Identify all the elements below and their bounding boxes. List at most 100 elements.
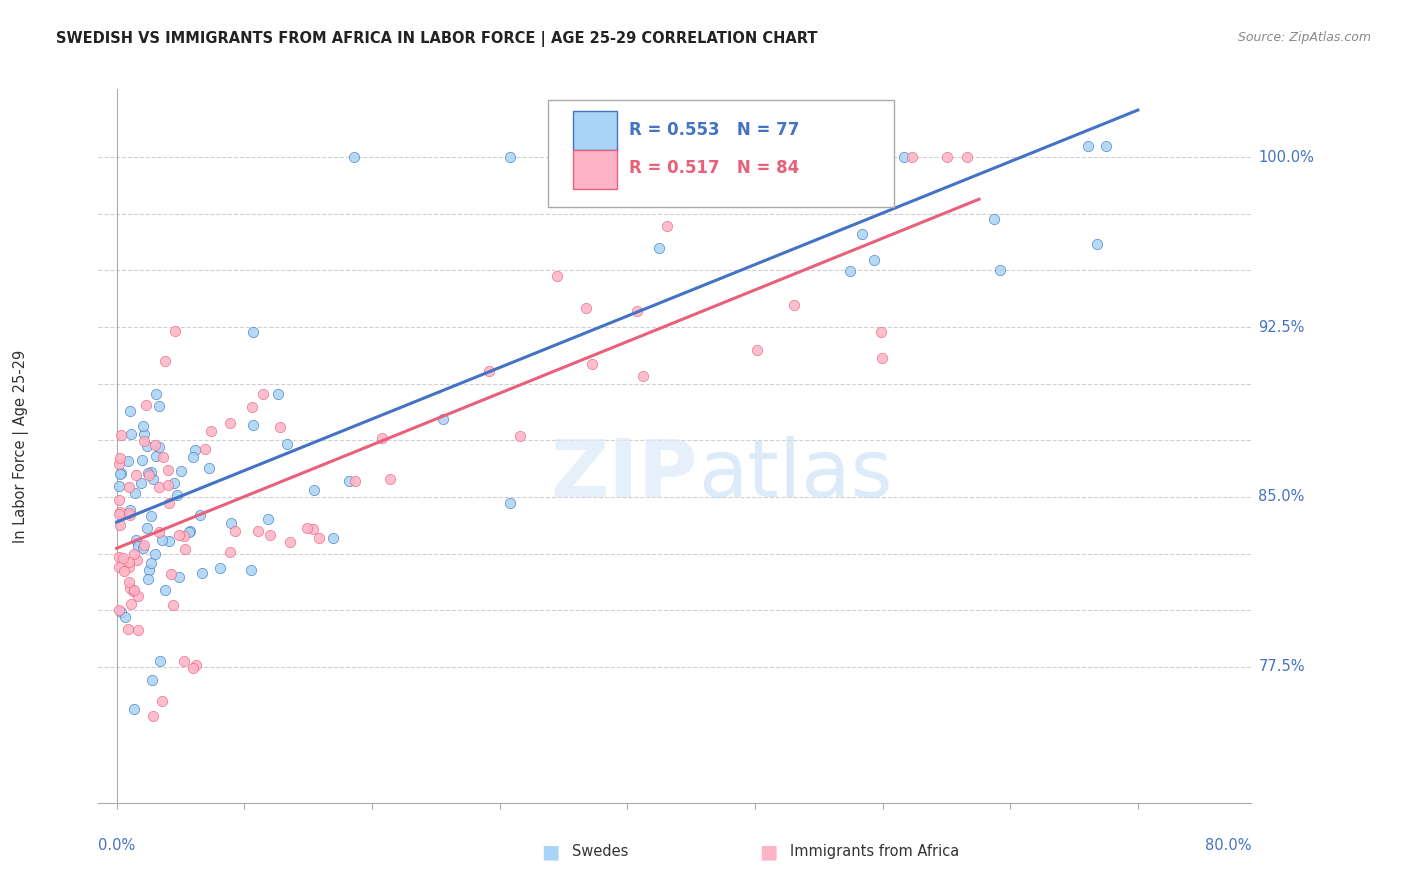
Point (308, 531, 330, 545)
Point (125, 553, 148, 567)
Point (127, 623, 149, 637)
Point (120, 403, 142, 417)
Point (581, 357, 603, 371)
Point (163, 476, 186, 491)
Point (276, 437, 298, 451)
Point (1095, 138, 1118, 153)
Point (936, 150, 959, 164)
Point (132, 419, 155, 434)
Point (257, 511, 280, 525)
Point (114, 610, 136, 624)
Point (983, 211, 1005, 226)
Point (139, 508, 162, 523)
Point (141, 557, 163, 571)
Point (546, 268, 568, 283)
Point (337, 474, 360, 488)
Point (132, 427, 155, 442)
Point (269, 419, 291, 434)
Point (295, 521, 318, 535)
Point (659, 150, 682, 164)
Point (108, 550, 131, 565)
Point (145, 450, 167, 464)
Point (118, 560, 141, 574)
Point (184, 658, 207, 673)
Point (142, 472, 165, 486)
Point (118, 581, 141, 595)
Point (141, 673, 163, 688)
Point (184, 443, 207, 458)
Text: 0.0%: 0.0% (98, 838, 135, 854)
Point (108, 603, 131, 617)
Point (120, 597, 142, 611)
Point (108, 507, 131, 521)
Point (575, 301, 598, 316)
Point (124, 547, 146, 561)
Point (118, 480, 141, 494)
Point (783, 298, 806, 312)
Point (242, 417, 264, 432)
Point (110, 467, 132, 482)
Point (110, 605, 132, 619)
Point (159, 566, 181, 581)
Text: R = 0.553   N = 77: R = 0.553 N = 77 (628, 121, 799, 139)
Point (149, 654, 172, 668)
Point (956, 150, 979, 164)
Point (132, 541, 155, 555)
Point (170, 464, 193, 478)
Point (188, 508, 211, 522)
Point (302, 483, 325, 497)
Point (135, 521, 157, 535)
Text: 77.5%: 77.5% (1258, 659, 1305, 674)
Point (163, 324, 186, 338)
Bar (574, 150, 617, 189)
Point (148, 440, 170, 454)
Point (267, 387, 290, 401)
Text: In Labor Force | Age 25-29: In Labor Force | Age 25-29 (13, 350, 30, 542)
Point (138, 467, 160, 482)
Point (108, 560, 131, 574)
Point (219, 545, 242, 559)
Text: 80.0%: 80.0% (1205, 838, 1251, 854)
Point (655, 219, 678, 233)
Text: ■: ■ (759, 842, 778, 862)
Point (177, 525, 200, 540)
Point (118, 554, 141, 568)
Bar (574, 111, 617, 150)
Point (631, 369, 654, 384)
Point (173, 654, 195, 668)
Point (122, 583, 145, 598)
Point (240, 563, 263, 577)
Point (371, 431, 394, 445)
Point (839, 264, 862, 278)
Point (198, 461, 221, 475)
Point (432, 412, 454, 426)
Point (145, 387, 167, 401)
Point (478, 363, 501, 377)
Text: Immigrants from Africa: Immigrants from Africa (790, 845, 959, 859)
Text: Source: ZipAtlas.com: Source: ZipAtlas.com (1237, 31, 1371, 45)
Point (181, 450, 204, 465)
Point (893, 150, 915, 164)
Point (121, 584, 143, 599)
Point (127, 589, 149, 603)
FancyBboxPatch shape (548, 100, 894, 207)
Point (219, 416, 242, 430)
Point (509, 428, 531, 442)
Point (152, 450, 174, 465)
Point (108, 457, 131, 471)
Point (143, 548, 166, 562)
Point (343, 150, 366, 164)
Point (148, 399, 170, 413)
Point (118, 508, 141, 522)
Point (125, 533, 148, 547)
Point (136, 573, 159, 587)
Point (301, 522, 323, 536)
Point (148, 524, 170, 539)
Point (142, 709, 165, 723)
Point (129, 476, 152, 491)
Point (179, 524, 201, 538)
Point (118, 506, 141, 520)
Point (869, 326, 891, 340)
Point (901, 150, 924, 164)
Point (626, 303, 648, 318)
